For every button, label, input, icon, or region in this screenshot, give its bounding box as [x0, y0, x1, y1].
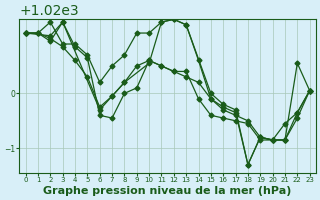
X-axis label: Graphe pression niveau de la mer (hPa): Graphe pression niveau de la mer (hPa): [44, 186, 292, 196]
